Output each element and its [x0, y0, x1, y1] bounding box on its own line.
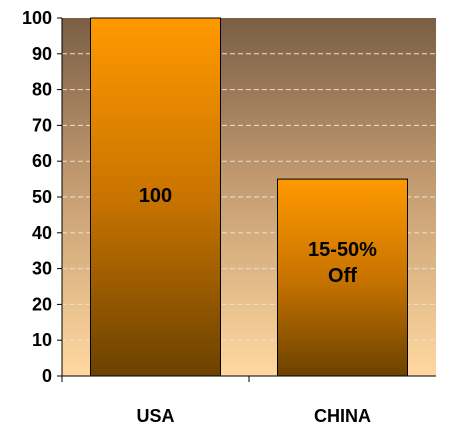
data-label: 15-50% [308, 239, 377, 261]
y-axis-ticks: 0 10 20 30 40 50 60 70 80 90 100 [22, 8, 62, 386]
y-tick-label: 70 [32, 115, 52, 135]
x-category-label: CHINA [314, 406, 371, 426]
x-category-label: USA [136, 406, 174, 426]
y-tick-label: 20 [32, 294, 52, 314]
y-tick-label: 10 [32, 330, 52, 350]
x-axis-ticks: USA CHINA [61, 376, 371, 426]
y-tick-label: 90 [32, 44, 52, 64]
data-label: Off [328, 265, 357, 287]
bars [90, 17, 408, 377]
data-label: 100 [139, 185, 172, 207]
y-tick-label: 30 [32, 259, 52, 279]
y-tick-label: 40 [32, 223, 52, 243]
bar-usa [90, 17, 221, 377]
data-labels: 100 15-50% Off [139, 185, 377, 287]
bar-china [277, 178, 408, 377]
y-tick-label: 50 [32, 187, 52, 207]
y-tick-label: 0 [42, 366, 52, 386]
y-tick-label: 80 [32, 80, 52, 100]
y-tick-label: 60 [32, 151, 52, 171]
y-tick-label: 100 [22, 8, 52, 28]
grid-lines [62, 53, 436, 341]
